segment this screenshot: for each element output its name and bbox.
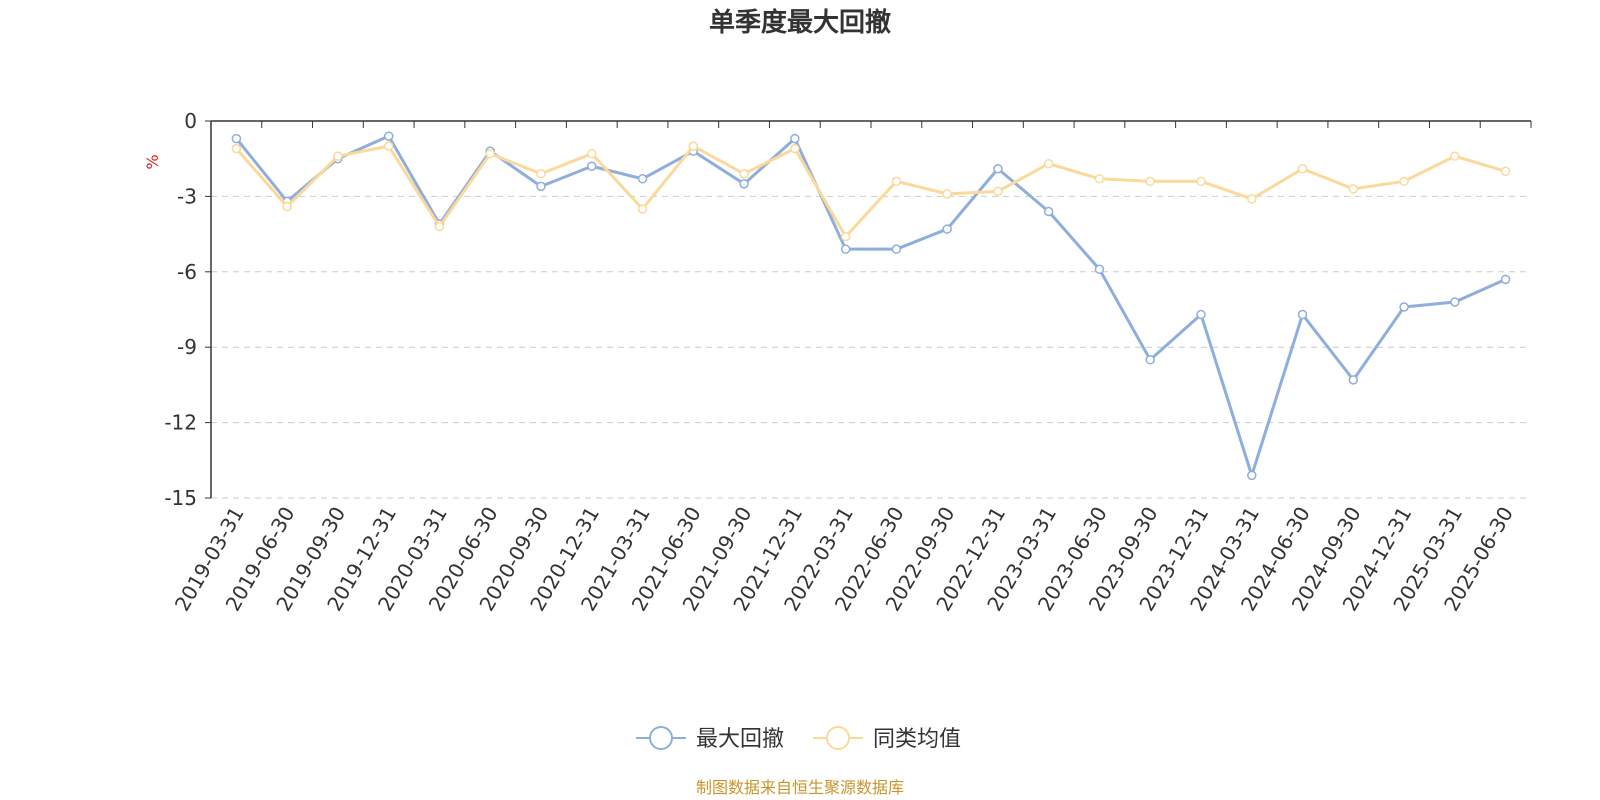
source-note: 制图数据来自恒生聚源数据库: [695, 778, 904, 797]
data-point: [1500, 166, 1511, 177]
data-point: [739, 179, 749, 189]
series-line: [235, 134, 1507, 477]
legend-marker: [649, 726, 673, 750]
y-axis-label: %: [143, 154, 162, 169]
data-point: [942, 224, 952, 234]
legend[interactable]: 最大回撤 同类均值: [636, 726, 961, 752]
data-point: [1450, 297, 1460, 307]
data-point: [1348, 375, 1359, 385]
data-point: [587, 148, 597, 159]
data-point: [637, 174, 648, 184]
data-point: [993, 164, 1003, 174]
legend-label: 同类均值: [873, 727, 961, 752]
data-point: [1247, 194, 1257, 204]
y-tick-label: -3: [177, 184, 197, 208]
data-point: [790, 133, 800, 144]
data-point: [891, 244, 902, 254]
data-point: [1399, 302, 1409, 312]
data-point: [1297, 164, 1308, 174]
series-1: [231, 131, 1511, 481]
data-point: [1500, 274, 1511, 285]
data-point: [1043, 206, 1054, 217]
data-point: [1094, 174, 1105, 184]
legend-marker: [826, 726, 850, 750]
data-point: [1297, 309, 1308, 320]
data-point: [688, 141, 699, 151]
data-point: [1145, 355, 1155, 365]
y-tick-label: -6: [177, 260, 197, 284]
data-point: [282, 201, 292, 212]
legend-label: 最大回撤: [696, 727, 784, 752]
data-point: [942, 189, 952, 199]
data-point: [1348, 184, 1359, 194]
data-point: [231, 133, 242, 144]
legend-item-2[interactable]: 同类均值: [813, 726, 961, 752]
data-point: [1094, 264, 1105, 275]
data-point: [536, 181, 546, 192]
y-tick-label: 0: [184, 109, 197, 133]
grid-lines: [211, 195, 1531, 499]
data-point: [587, 161, 597, 171]
data-point: [840, 231, 851, 242]
data-point: [333, 151, 343, 161]
data-point: [1145, 176, 1155, 187]
series-layer: [231, 131, 1511, 481]
data-point: [840, 244, 851, 254]
series-2: [231, 141, 1511, 242]
data-point: [739, 169, 749, 179]
series-line: [235, 144, 1507, 239]
data-point: [485, 148, 495, 159]
data-point: [1043, 158, 1054, 169]
data-point: [383, 131, 394, 141]
data-point: [434, 221, 445, 232]
data-point: [1196, 176, 1206, 187]
data-point: [1399, 176, 1409, 187]
data-point: [790, 143, 800, 154]
data-point: [536, 169, 546, 179]
data-point: [993, 186, 1003, 197]
data-point: [1247, 470, 1257, 481]
data-point: [1196, 309, 1206, 320]
y-tick-label: -12: [164, 411, 197, 435]
data-point: [637, 204, 648, 214]
data-point: [1450, 151, 1460, 161]
y-tick-label: -9: [177, 335, 197, 359]
data-point: [891, 176, 902, 187]
y-tick-label: -15: [164, 486, 197, 510]
data-point: [231, 143, 242, 154]
axes: 0-3-6-9-12-15%2019-03-312019-06-302019-0…: [143, 109, 1532, 615]
legend-item-1[interactable]: 最大回撤: [636, 726, 784, 752]
data-point: [383, 141, 394, 151]
chart-title: 单季度最大回撤: [708, 8, 891, 38]
